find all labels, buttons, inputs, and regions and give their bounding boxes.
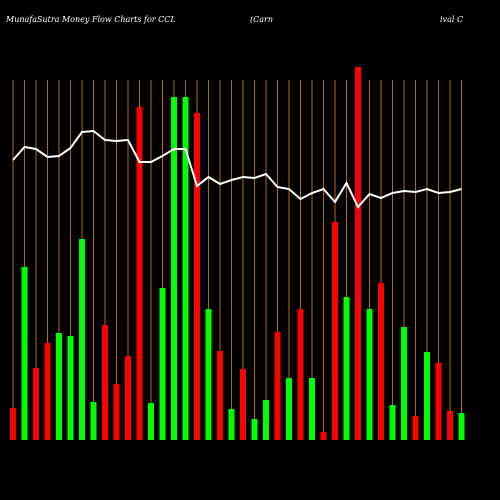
chart-subtitle: ival C — [440, 15, 463, 24]
bar — [355, 67, 361, 440]
bar — [412, 416, 419, 440]
bar — [205, 309, 212, 440]
bar — [332, 222, 338, 440]
bar — [458, 413, 465, 440]
bar — [125, 356, 131, 440]
bar — [274, 332, 281, 440]
bar — [217, 351, 223, 440]
bar — [113, 384, 120, 440]
bar — [343, 297, 350, 440]
bar — [182, 97, 189, 440]
money-flow-line — [12, 129, 462, 209]
bar — [435, 363, 442, 440]
bar — [44, 343, 51, 440]
bar — [194, 113, 200, 440]
bar — [228, 409, 235, 440]
bar — [320, 432, 327, 440]
bar — [171, 97, 177, 440]
bar — [286, 378, 292, 440]
bar — [366, 309, 373, 440]
chart-title: MunafaSutra Money Flow Charts for CCL — [5, 15, 176, 24]
bar — [378, 283, 384, 440]
bar — [56, 333, 62, 440]
bar — [389, 405, 396, 440]
bar — [33, 368, 39, 440]
bar — [251, 419, 258, 440]
bar — [90, 402, 97, 440]
chart-subtitle: (Carn — [250, 15, 273, 24]
bar — [67, 336, 74, 440]
bar — [424, 352, 430, 440]
bar — [159, 288, 166, 440]
bar — [447, 411, 453, 440]
bar — [240, 369, 246, 440]
bar — [263, 400, 269, 440]
bar — [297, 309, 304, 440]
bar — [136, 107, 143, 440]
bar — [10, 408, 16, 440]
bar — [102, 325, 108, 440]
bar — [309, 378, 315, 440]
bar — [21, 267, 28, 440]
bar — [401, 327, 407, 440]
bar — [79, 239, 85, 440]
bar — [148, 403, 154, 440]
